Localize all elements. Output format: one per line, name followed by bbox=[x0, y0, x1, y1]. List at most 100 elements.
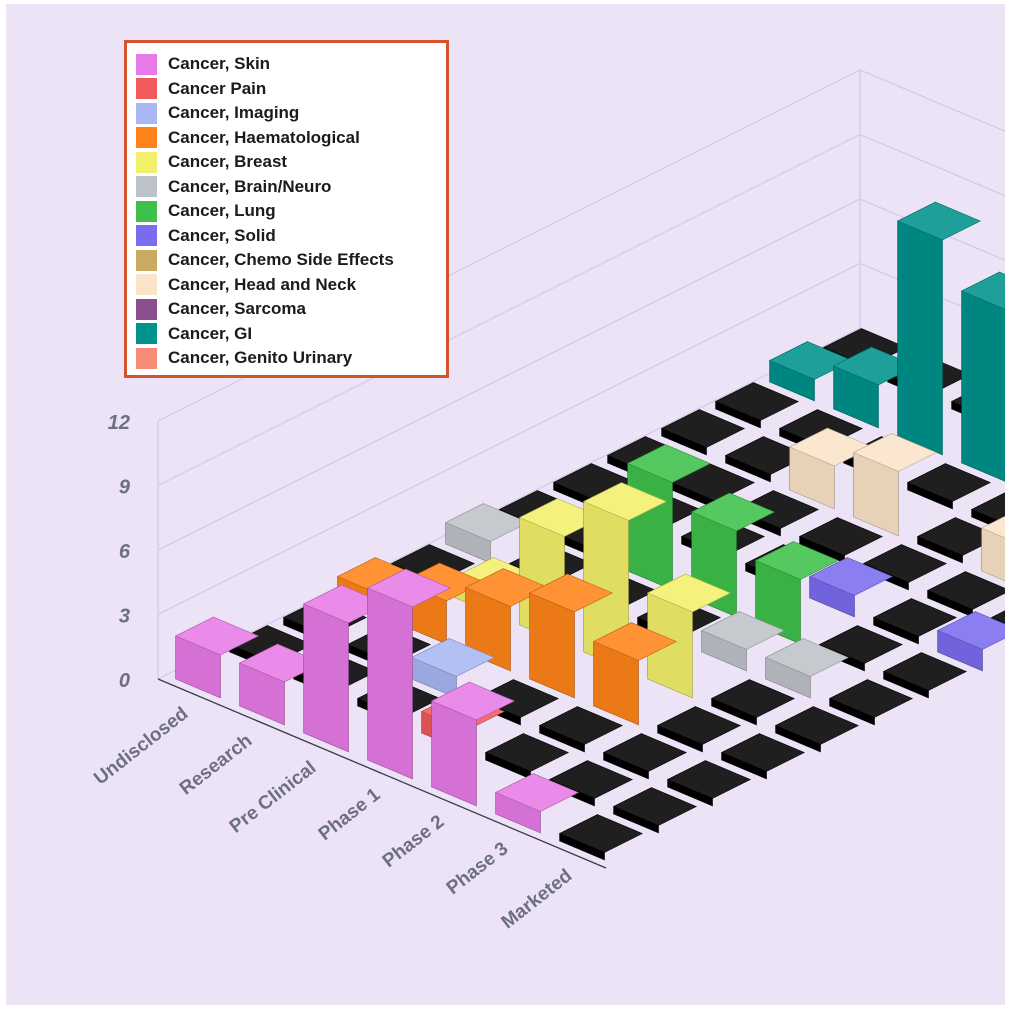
legend-swatch bbox=[136, 151, 157, 173]
floor-tile-8-3 bbox=[798, 517, 884, 564]
bar-0-5 bbox=[494, 773, 580, 834]
y-tick-label-1: 3 bbox=[119, 606, 130, 628]
floor-tile-9-1 bbox=[724, 436, 810, 483]
legend-label: Cancer, GI bbox=[168, 323, 253, 343]
gridline-left-0 bbox=[157, 327, 861, 680]
legend-swatch bbox=[136, 298, 157, 320]
bar-3-3 bbox=[528, 573, 614, 699]
legend-item: Cancer, Breast bbox=[136, 150, 446, 175]
bar-9-2 bbox=[788, 427, 874, 510]
y-tick-label-0: 0 bbox=[119, 670, 130, 692]
legend-label: Cancer Pain bbox=[168, 78, 267, 98]
floor-tile-9-4 bbox=[916, 517, 1002, 564]
gridline-back-4 bbox=[859, 69, 1005, 132]
legend-item: Cancer, Sarcoma bbox=[136, 297, 446, 322]
x-tick-label-3: Phase 1 bbox=[315, 784, 385, 845]
legend-swatch bbox=[136, 347, 157, 369]
bar-3-2 bbox=[464, 568, 550, 672]
bar-0-3 bbox=[366, 568, 452, 780]
x-tick-label-5: Phase 3 bbox=[443, 838, 513, 899]
bar-4-4 bbox=[646, 573, 732, 699]
y-tick-label-4: 12 bbox=[108, 412, 130, 434]
legend-label: Cancer, Genito Urinary bbox=[168, 348, 353, 368]
floor-tile-8-1 bbox=[670, 463, 756, 510]
bars bbox=[174, 201, 1005, 834]
floor-tile-8-5 bbox=[926, 571, 1005, 618]
floor-tile-7-5 bbox=[872, 598, 958, 645]
bar-5-5 bbox=[764, 638, 850, 699]
y-tick-label-2: 6 bbox=[119, 541, 131, 563]
floor-tile-2-5 bbox=[602, 733, 688, 780]
chart-frame: 0 3 6 9 12 Undisclosed Research Pre Clinical Pha… bbox=[6, 4, 1005, 1005]
legend-item: Cancer, Skin bbox=[136, 52, 446, 77]
gridline-left-2 bbox=[157, 198, 861, 551]
bar-2-2 bbox=[410, 638, 496, 699]
category-axis-line bbox=[157, 678, 607, 869]
legend-label: Cancer, Brain/Neuro bbox=[168, 176, 332, 196]
legend-item: Cancer, Imaging bbox=[136, 101, 446, 126]
bar-3-4 bbox=[592, 622, 678, 726]
bar-9-3 bbox=[852, 433, 938, 537]
legend-label: Cancer, Skin bbox=[168, 54, 271, 74]
legend-swatch bbox=[136, 249, 157, 271]
floor-tile-6-6 bbox=[882, 652, 968, 699]
x-tick-label-4: Phase 2 bbox=[379, 811, 449, 872]
legend-item: Cancer Pain bbox=[136, 77, 446, 102]
legend-swatch bbox=[136, 78, 157, 100]
bar-0-0 bbox=[174, 616, 260, 699]
floor-tile-2-4 bbox=[538, 706, 624, 753]
gridline-back-3 bbox=[859, 133, 1005, 197]
gridline-left-1 bbox=[157, 262, 861, 616]
legend-swatch bbox=[136, 323, 157, 345]
legend-item: Cancer, Lung bbox=[136, 199, 446, 224]
legend-swatch bbox=[136, 127, 157, 149]
legend-item: Cancer, Brain/Neuro bbox=[136, 175, 446, 200]
legend-swatch bbox=[136, 274, 157, 296]
legend-item: Cancer, Chemo Side Effects bbox=[136, 248, 446, 273]
legend-label: Cancer, Sarcoma bbox=[168, 299, 306, 319]
floor-tile-3-5 bbox=[656, 706, 742, 753]
legend-label: Cancer, Haematological bbox=[168, 127, 360, 147]
floor-tile-0-6 bbox=[558, 814, 644, 861]
bar-5-0 bbox=[444, 503, 530, 564]
legend-swatch bbox=[136, 225, 157, 247]
bar-7-6 bbox=[936, 611, 1005, 672]
legend-item: Cancer, GI bbox=[136, 322, 446, 347]
legend-label: Cancer, Head and Neck bbox=[168, 274, 357, 294]
floor-tile-1-6 bbox=[612, 787, 698, 834]
legend-label: Cancer, Imaging bbox=[168, 103, 300, 123]
x-tick-label-0: Undisclosed bbox=[90, 703, 192, 789]
legend-label: Cancer, Lung bbox=[168, 201, 276, 221]
legend-item: Cancer, Genito Urinary bbox=[136, 346, 446, 371]
floor-tile-5-6 bbox=[828, 679, 914, 726]
bar-5-4 bbox=[700, 611, 786, 672]
legend-item: Cancer, Solid bbox=[136, 224, 446, 249]
legend-item: Cancer, Head and Neck bbox=[136, 273, 446, 298]
floor-tile-10-3 bbox=[906, 463, 992, 510]
legend-swatch bbox=[136, 102, 157, 124]
legend-label: Cancer, Chemo Side Effects bbox=[168, 250, 394, 270]
floor-tile-10-0 bbox=[714, 382, 800, 429]
legend-label: Cancer, Breast bbox=[168, 152, 288, 172]
floor-tile-3-6 bbox=[720, 733, 806, 780]
x-tick-label-2: Pre Clinical bbox=[226, 757, 320, 837]
bar-11-2 bbox=[896, 201, 982, 456]
floor-tile-4-6 bbox=[774, 706, 860, 753]
floor-tile-9-0 bbox=[660, 409, 746, 456]
bar-9-5 bbox=[980, 516, 1005, 582]
bar-0-1 bbox=[238, 643, 324, 726]
x-tick-label-1: Research bbox=[176, 730, 256, 799]
legend-swatch bbox=[136, 200, 157, 222]
gridline-left-3 bbox=[157, 133, 861, 487]
y-tick-label-3: 9 bbox=[119, 477, 131, 499]
floor-tile-4-5 bbox=[710, 679, 796, 726]
bar-7-4 bbox=[808, 557, 894, 618]
legend-item: Cancer, Haematological bbox=[136, 126, 446, 151]
floor-tile-1-4 bbox=[484, 733, 570, 780]
legend-swatch bbox=[136, 176, 157, 198]
bar-11-1 bbox=[832, 346, 918, 429]
floor-tile-2-6 bbox=[666, 760, 752, 807]
x-tick-label-6: Marketed bbox=[498, 865, 577, 933]
bar-0-2 bbox=[302, 584, 388, 753]
legend-swatch bbox=[136, 53, 157, 75]
